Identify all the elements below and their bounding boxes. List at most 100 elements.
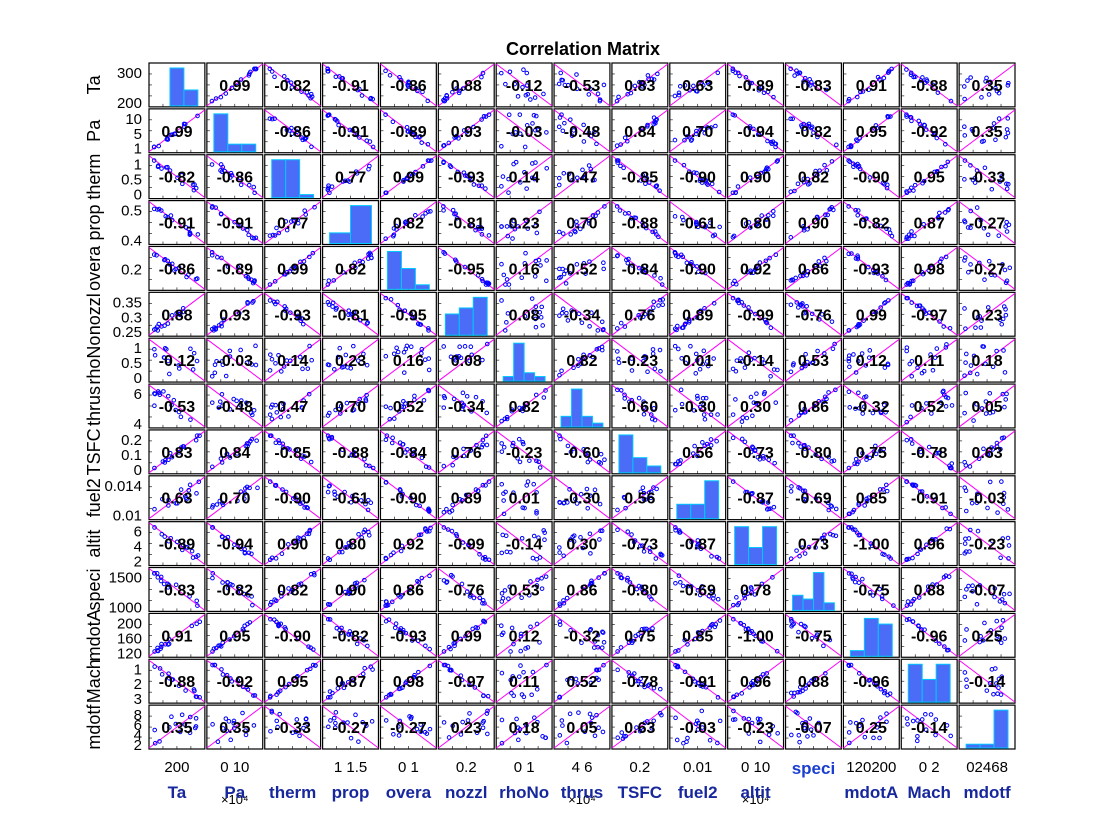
histogram-bar bbox=[907, 663, 923, 703]
scatter-point bbox=[730, 66, 736, 72]
scatter-point bbox=[693, 351, 699, 357]
scatter-point bbox=[587, 259, 592, 264]
scatter-point bbox=[343, 352, 349, 358]
matrix-cell: 0.99 bbox=[148, 108, 206, 154]
histogram-bar bbox=[227, 143, 243, 153]
scatter-point bbox=[630, 263, 635, 268]
scatter-point bbox=[813, 168, 818, 174]
scatter-point bbox=[645, 73, 651, 78]
scatter-point bbox=[920, 180, 925, 186]
scatter-point bbox=[479, 117, 484, 122]
histogram-bar bbox=[762, 526, 778, 566]
scatter-point bbox=[556, 124, 562, 130]
scatter-point bbox=[765, 89, 771, 95]
scatter-point bbox=[533, 324, 539, 330]
matrix-cell bbox=[379, 245, 437, 291]
scatter-point bbox=[962, 133, 968, 138]
matrix-cell: -0.97 bbox=[900, 291, 958, 337]
correlation-value: -0.91 bbox=[679, 674, 716, 691]
scatter-point bbox=[506, 112, 512, 117]
scatter-point bbox=[502, 328, 508, 333]
scatter-point bbox=[391, 351, 397, 357]
matrix-cell: 0.52 bbox=[553, 658, 611, 704]
matrix-cell bbox=[611, 429, 669, 475]
scatter-point bbox=[225, 264, 231, 269]
correlation-value: 0.14 bbox=[277, 353, 308, 370]
scatter-point bbox=[921, 221, 926, 227]
correlation-value: 0.88 bbox=[451, 78, 482, 95]
correlation-value: 0.86 bbox=[393, 582, 424, 599]
scatter-point bbox=[1005, 116, 1011, 121]
scatter-point bbox=[351, 343, 356, 349]
scatter-point bbox=[581, 260, 587, 266]
scatter-point bbox=[999, 321, 1005, 327]
histogram-bar bbox=[704, 480, 720, 520]
scatter-point bbox=[935, 90, 941, 95]
correlation-value: 0.95 bbox=[277, 674, 308, 691]
scatter-point bbox=[410, 315, 415, 321]
scatter-point bbox=[219, 323, 224, 329]
matrix-cell: -0.94 bbox=[206, 521, 264, 567]
scatter-point bbox=[676, 92, 682, 98]
correlation-value: -0.87 bbox=[737, 491, 774, 508]
matrix-cell: 0.70 bbox=[322, 383, 380, 429]
scatter-point bbox=[616, 94, 621, 100]
correlation-value: 0.08 bbox=[509, 307, 540, 324]
scatter-point bbox=[586, 92, 592, 97]
scatter-point bbox=[979, 318, 984, 323]
scatter-point bbox=[592, 177, 597, 183]
scatter-point bbox=[846, 328, 852, 333]
scatter-point bbox=[524, 70, 530, 76]
scatter-point bbox=[878, 223, 884, 229]
correlation-value: 0.85 bbox=[682, 628, 713, 645]
scatter-point bbox=[755, 174, 760, 180]
histogram-bar bbox=[329, 232, 352, 244]
scatter-point bbox=[865, 264, 871, 270]
scatter-point bbox=[656, 303, 661, 308]
scatter-point bbox=[455, 169, 461, 175]
scatter-point bbox=[268, 352, 273, 357]
scatter-point bbox=[908, 115, 914, 120]
correlation-value: -0.12 bbox=[159, 353, 196, 370]
scatter-point bbox=[448, 354, 454, 360]
scatter-point bbox=[683, 321, 688, 327]
matrix-cell: -0.93 bbox=[264, 291, 322, 337]
scatter-point bbox=[366, 251, 371, 257]
scatter-point bbox=[990, 125, 996, 131]
scatter-point bbox=[383, 236, 388, 241]
correlation-value: -0.94 bbox=[217, 537, 254, 554]
scatter-point bbox=[972, 175, 978, 181]
fit-line bbox=[553, 247, 611, 290]
correlation-value: -0.82 bbox=[217, 582, 254, 599]
correlation-value: -0.86 bbox=[390, 78, 427, 95]
scatter-point bbox=[269, 356, 275, 362]
scatter-point bbox=[517, 180, 523, 185]
histogram-bar bbox=[386, 250, 402, 290]
scatter-point bbox=[743, 75, 749, 80]
correlation-value: -0.84 bbox=[622, 261, 659, 278]
scatter-point bbox=[532, 274, 538, 279]
histogram-bar bbox=[169, 67, 185, 107]
matrix-cell: -0.30 bbox=[553, 475, 611, 521]
scatter-point bbox=[874, 125, 880, 131]
scatter-point bbox=[524, 83, 530, 88]
scatter-point bbox=[982, 277, 987, 282]
scatter-point bbox=[645, 369, 650, 374]
scatter-point bbox=[796, 70, 802, 76]
scatter-point bbox=[352, 260, 358, 266]
scatter-point bbox=[427, 158, 432, 164]
correlation-value: 0.83 bbox=[624, 78, 655, 95]
scatter-point bbox=[747, 175, 753, 180]
scatter-point bbox=[672, 137, 678, 143]
scatter-point bbox=[556, 175, 562, 181]
correlation-value: -0.86 bbox=[274, 124, 311, 141]
scatter-point bbox=[713, 123, 718, 129]
scatter-point bbox=[394, 227, 399, 232]
scatter-point bbox=[405, 176, 410, 182]
scatter-point bbox=[653, 184, 659, 189]
scatter-point bbox=[329, 184, 335, 189]
scatter-point bbox=[521, 67, 526, 73]
scatter-point bbox=[279, 369, 284, 374]
scatter-point bbox=[802, 126, 807, 131]
scatter-point bbox=[417, 322, 422, 327]
